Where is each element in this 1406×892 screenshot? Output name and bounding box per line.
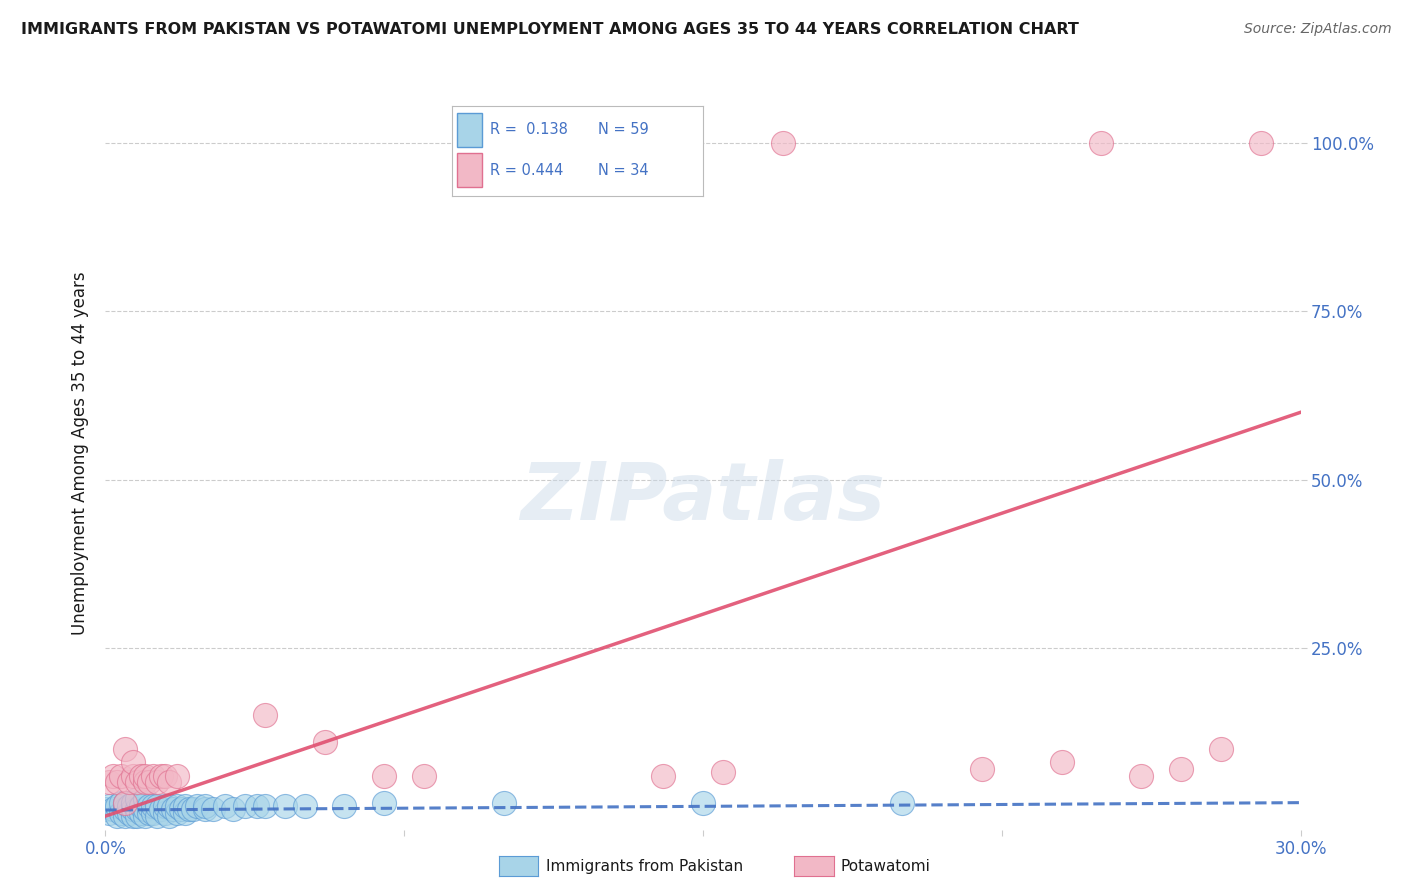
Text: Immigrants from Pakistan: Immigrants from Pakistan	[546, 859, 742, 873]
Point	[492, 796, 515, 810]
Point	[122, 802, 145, 816]
Point	[891, 796, 914, 810]
Point	[177, 802, 201, 816]
Point	[233, 799, 256, 814]
Text: Source: ZipAtlas.com: Source: ZipAtlas.com	[1244, 22, 1392, 37]
Point	[103, 802, 125, 816]
Point	[107, 799, 129, 814]
Point	[107, 775, 129, 789]
Point	[142, 805, 165, 820]
Point	[138, 805, 160, 820]
Point	[127, 802, 149, 816]
Point	[114, 796, 136, 810]
Point	[253, 799, 276, 814]
Point	[114, 741, 136, 756]
Point	[150, 769, 173, 783]
Point	[294, 799, 316, 814]
Point	[153, 799, 177, 814]
Point	[186, 799, 208, 814]
Point	[157, 809, 180, 823]
Point	[253, 708, 276, 723]
Point	[134, 792, 156, 806]
Point	[134, 775, 156, 789]
Point	[1050, 756, 1073, 770]
Point	[146, 775, 169, 789]
Point	[692, 796, 714, 810]
Y-axis label: Unemployment Among Ages 35 to 44 years: Unemployment Among Ages 35 to 44 years	[72, 271, 90, 634]
Text: Potawatomi: Potawatomi	[841, 859, 931, 873]
Point	[114, 802, 136, 816]
Point	[129, 805, 153, 820]
Point	[157, 799, 180, 814]
Point	[118, 775, 141, 789]
Point	[127, 775, 149, 789]
Point	[142, 799, 165, 814]
Point	[174, 799, 197, 814]
Point	[122, 809, 145, 823]
Point	[373, 796, 395, 810]
Point	[110, 796, 132, 810]
Point	[214, 799, 236, 814]
Point	[118, 799, 141, 814]
Point	[711, 765, 734, 780]
Point	[98, 805, 121, 820]
Point	[127, 792, 149, 806]
Point	[94, 802, 117, 816]
Point	[138, 775, 160, 789]
Point	[98, 799, 121, 814]
Point	[153, 769, 177, 783]
Point	[166, 769, 188, 783]
Point	[1250, 136, 1272, 150]
Point	[129, 799, 153, 814]
Text: IMMIGRANTS FROM PAKISTAN VS POTAWATOMI UNEMPLOYMENT AMONG AGES 35 TO 44 YEARS CO: IMMIGRANTS FROM PAKISTAN VS POTAWATOMI U…	[21, 22, 1078, 37]
Point	[194, 799, 217, 814]
Point	[127, 809, 149, 823]
Point	[174, 805, 197, 820]
Point	[413, 769, 436, 783]
Point	[98, 775, 121, 789]
Point	[110, 805, 132, 820]
Point	[652, 769, 675, 783]
Point	[118, 805, 141, 820]
Point	[314, 735, 336, 749]
Point	[129, 769, 153, 783]
Point	[150, 802, 173, 816]
Point	[373, 769, 395, 783]
Point	[202, 802, 225, 816]
Point	[110, 769, 132, 783]
Point	[114, 796, 136, 810]
Point	[170, 802, 193, 816]
Point	[138, 799, 160, 814]
Point	[134, 769, 156, 783]
Text: ZIPatlas: ZIPatlas	[520, 458, 886, 537]
Point	[122, 756, 145, 770]
Point	[122, 796, 145, 810]
Point	[194, 802, 217, 816]
Point	[103, 769, 125, 783]
Point	[134, 802, 156, 816]
Point	[181, 802, 204, 816]
Point	[273, 799, 295, 814]
Point	[122, 769, 145, 783]
Point	[333, 799, 356, 814]
Point	[1170, 762, 1192, 776]
Point	[157, 775, 180, 789]
Point	[1130, 769, 1153, 783]
Point	[1209, 741, 1232, 756]
Point	[772, 136, 794, 150]
Point	[146, 809, 169, 823]
Point	[162, 802, 184, 816]
Point	[222, 802, 245, 816]
Point	[153, 805, 177, 820]
Point	[246, 799, 269, 814]
Point	[166, 799, 188, 814]
Point	[114, 809, 136, 823]
Point	[970, 762, 993, 776]
Point	[1090, 136, 1112, 150]
Point	[107, 809, 129, 823]
Point	[166, 805, 188, 820]
Point	[142, 769, 165, 783]
Point	[134, 809, 156, 823]
Point	[146, 799, 169, 814]
